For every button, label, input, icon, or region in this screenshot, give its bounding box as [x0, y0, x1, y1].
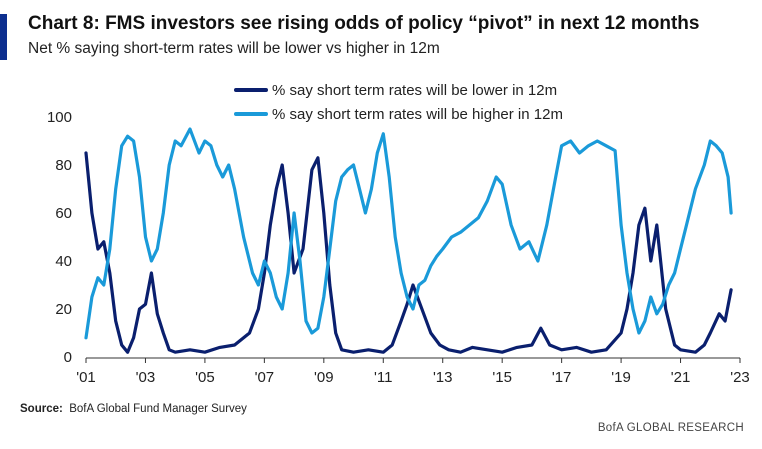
title-accent-bar: [0, 14, 7, 60]
y-tick-label: 60: [55, 205, 72, 222]
y-tick-label: 40: [55, 253, 72, 270]
x-tick-label: '07: [255, 369, 275, 386]
x-tick-label: '17: [552, 369, 572, 386]
x-tick-label: '19: [611, 369, 631, 386]
series-line-lower: [84, 151, 733, 354]
x-tick-label: '09: [314, 369, 334, 386]
source-note: Source: BofA Global Fund Manager Survey: [20, 403, 247, 415]
y-axis: 0 20 40 60 80 100: [47, 109, 72, 366]
x-tick-label: '13: [433, 369, 453, 386]
x-tick-label: '11: [374, 369, 392, 386]
series-line-higher: [84, 127, 733, 340]
x-tick-label: '15: [492, 369, 512, 386]
brand-label: BofA GLOBAL RESEARCH: [597, 422, 744, 434]
x-tick-label: '05: [195, 369, 215, 386]
x-tick-label: '23: [730, 369, 750, 386]
y-tick-label: 20: [55, 301, 72, 318]
series-group: [84, 127, 733, 354]
legend: % say short term rates will be lower in …: [234, 82, 563, 123]
line-chart: % say short term rates will be lower in …: [47, 82, 750, 386]
x-tick-label: '21: [671, 369, 691, 386]
x-tick-label: '03: [136, 369, 156, 386]
legend-label: % say short term rates will be lower in …: [272, 82, 557, 99]
y-tick-label: 0: [64, 349, 72, 366]
source-text: BofA Global Fund Manager Survey: [69, 403, 247, 415]
y-tick-label: 100: [47, 109, 72, 126]
y-tick-label: 80: [55, 157, 72, 174]
x-tick-label: '01: [76, 369, 96, 386]
chart-subtitle: Net % saying short-term rates will be lo…: [28, 40, 440, 57]
chart-title: Chart 8: FMS investors see rising odds o…: [28, 13, 700, 34]
source-label: Source:: [20, 403, 63, 415]
x-axis: '01 '03 '05 '07 '09 '11 '13 '15 '17 '19 '21 '23: [76, 357, 750, 386]
legend-label: % say short term rates will be higher in…: [272, 106, 563, 123]
